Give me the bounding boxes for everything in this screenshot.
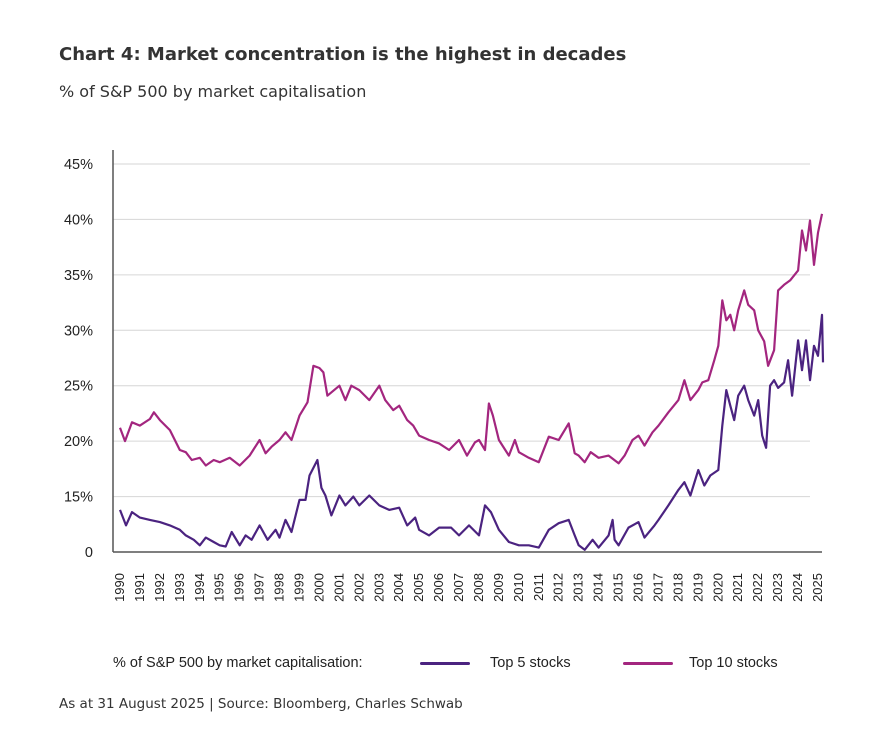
legend-swatch-top5 — [420, 662, 470, 665]
x-tick-label: 2024 — [790, 573, 805, 602]
y-tick-label: 0 — [85, 545, 93, 561]
x-tick-label: 1996 — [232, 573, 247, 602]
x-tick-label: 2013 — [571, 573, 586, 602]
y-tick-label: 45% — [64, 157, 93, 173]
x-tick-label: 2017 — [650, 573, 665, 602]
x-tick-label: 1997 — [252, 573, 267, 602]
x-tick-label: 1994 — [192, 573, 207, 602]
x-tick-label: 1999 — [291, 573, 306, 602]
x-tick-label: 2010 — [511, 573, 526, 602]
legend-title: % of S&P 500 by market capitalisation: — [113, 655, 363, 671]
x-tick-label: 2009 — [491, 573, 506, 602]
y-tick-label: 15% — [64, 490, 93, 506]
chart-title: Chart 4: Market concentration is the hig… — [59, 44, 627, 65]
legend-label-top10: Top 10 stocks — [689, 655, 778, 671]
x-tick-label: 2012 — [551, 573, 566, 602]
x-tick-label: 2016 — [631, 573, 646, 602]
x-tick-label: 2000 — [311, 573, 326, 602]
x-tick-label: 2020 — [710, 573, 725, 602]
y-tick-label: 25% — [64, 379, 93, 395]
x-tick-label: 2007 — [451, 573, 466, 602]
x-tick-label: 1995 — [212, 573, 227, 602]
x-tick-label: 2003 — [371, 573, 386, 602]
legend-label-top5: Top 5 stocks — [490, 655, 571, 671]
x-tick-label: 2001 — [331, 573, 346, 602]
series-line-top5 — [118, 313, 825, 551]
x-tick-label: 2004 — [391, 573, 406, 602]
y-tick-label: 20% — [64, 434, 93, 450]
x-tick-label: 2022 — [750, 573, 765, 602]
x-tick-label: 2023 — [770, 573, 785, 602]
y-tick-label: 40% — [64, 212, 93, 228]
x-tick-label: 2021 — [730, 573, 745, 602]
y-tick-label: 35% — [64, 268, 93, 284]
source-note: As at 31 August 2025 | Source: Bloomberg… — [59, 696, 463, 712]
x-tick-label: 2008 — [471, 573, 486, 602]
legend-swatch-top10 — [623, 662, 673, 665]
x-tick-label: 2018 — [670, 573, 685, 602]
x-tick-label: 2019 — [690, 573, 705, 602]
chart-subtitle: % of S&P 500 by market capitalisation — [59, 82, 367, 101]
x-tick-label: 2025 — [810, 573, 825, 602]
x-tick-label: 2015 — [611, 573, 626, 602]
x-tick-label: 1992 — [152, 573, 167, 602]
x-tick-label: 1998 — [272, 573, 287, 602]
x-tick-label: 2014 — [591, 573, 606, 602]
x-tick-label: 2002 — [351, 573, 366, 602]
plot-area: 0 15% 20% 25% 30% 35% 40% 45% 1990 1991 1992 1993 19… — [64, 150, 825, 602]
x-tick-label: 2005 — [411, 573, 426, 602]
x-tick-label: 1991 — [132, 573, 147, 602]
y-tick-label: 30% — [64, 323, 93, 339]
x-tick-label: 1990 — [112, 573, 127, 602]
x-tick-label: 2011 — [531, 573, 546, 601]
x-tick-label: 2006 — [431, 573, 446, 602]
series-line-top10 — [118, 213, 824, 467]
x-tick-label: 1993 — [172, 573, 187, 602]
